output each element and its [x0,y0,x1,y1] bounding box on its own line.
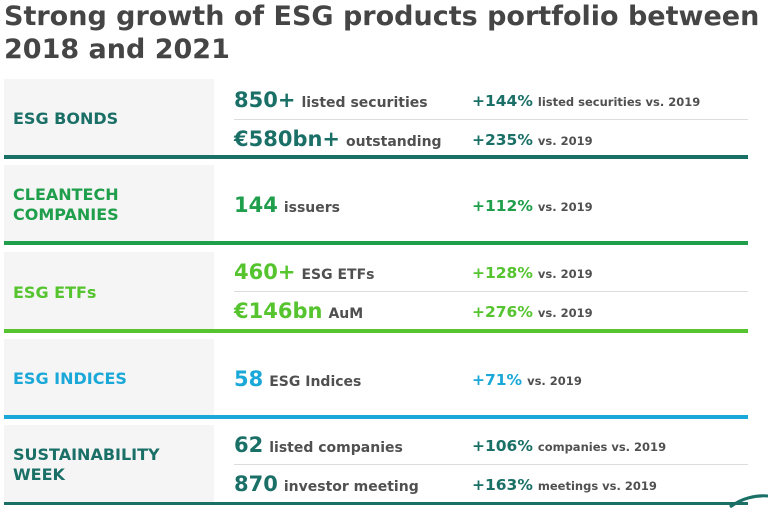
metric-unit: AuM [328,306,364,322]
metric-row: 460+ ESG ETFs +128% vs. 2019 [234,253,748,292]
metric-row: 62 listed companies +106% companies vs. 20… [234,426,748,465]
section-label-line-1: CLEANTECH [13,185,119,204]
section-divider [4,329,748,333]
section-esg-etfs: ESG ETFs 460+ ESG ETFs +128% vs. 2019 €146… [4,252,748,333]
section-esg-bonds: ESG BONDS 850+ listed securities +144% lis… [4,79,748,159]
section-label-line-1: SUSTAINABILITY [13,445,160,464]
section-label-line-1: ESG INDICES [13,369,127,388]
metric-unit: ESG ETFs [301,267,375,283]
growth-percent: +106% [472,436,533,455]
page-title-line-2: 2018 and 2021 [4,34,230,65]
metric-row: €146bn AuM +276% vs. 2019 [234,292,748,330]
growth-note: vs. 2019 [537,133,593,148]
growth-percent: +163% [472,475,533,494]
growth-percent: +276% [472,302,533,321]
growth-note: meetings vs. 2019 [537,478,657,493]
growth-percent: +235% [472,130,533,149]
decorative-swoosh-icon [729,494,768,508]
section-label: ESG INDICES [4,339,214,419]
metric-value: 870 [234,472,278,496]
growth-percent: +112% [472,196,533,215]
growth-percent: +144% [472,91,533,110]
section-label-line-1: ESG BONDS [13,109,119,128]
section-label: ESG BONDS [4,79,214,159]
section-label: SUSTAINABILITY WEEK [4,425,214,505]
section-esg-indices: ESG INDICES 58 ESG Indices +71% vs. 2019 [4,339,748,419]
growth-note: vs. 2019 [537,305,593,320]
metric-row: €580bn+ outstanding +235% vs. 2019 [234,120,748,158]
section-sustainability-week: SUSTAINABILITY WEEK 62 listed companies +… [4,425,748,505]
growth-percent: +128% [472,263,533,282]
growth-note: vs. 2019 [537,266,593,281]
metric-value: 144 [234,193,278,217]
metric-value: €146bn [234,299,323,323]
metric-unit: ESG Indices [269,374,362,390]
metric-value: 850+ [234,88,296,112]
section-label: CLEANTECH COMPANIES [4,165,214,245]
page-title-line-1: Strong growth of ESG products portfolio … [4,1,760,32]
metric-row: 58 ESG Indices +71% vs. 2019 [234,360,748,398]
metric-value: 62 [234,433,264,457]
growth-percent: +71% [472,370,523,389]
growth-note: listed securities vs. 2019 [537,94,701,109]
section-divider [4,415,748,419]
page-title: Strong growth of ESG products portfolio … [4,0,764,66]
section-label: ESG ETFs [4,252,214,333]
metric-unit: outstanding [346,134,442,150]
metric-row: 870 investor meeting +163% meetings vs. 20… [234,465,748,503]
metric-row: 850+ listed securities +144% listed securi… [234,81,748,120]
section-cleantech-companies: CLEANTECH COMPANIES 144 issuers +112% vs. … [4,165,748,245]
growth-note: companies vs. 2019 [537,439,667,454]
metric-value: 460+ [234,260,296,284]
section-divider [4,155,748,159]
section-label-line-2: COMPANIES [13,205,119,224]
section-divider [4,241,748,245]
metric-unit: issuers [283,200,341,216]
metric-row: 144 issuers +112% vs. 2019 [234,186,748,224]
section-label-line-1: ESG ETFs [13,282,97,302]
metric-unit: investor meeting [283,479,419,495]
growth-note: vs. 2019 [537,199,593,214]
metric-value: €580bn+ [234,127,341,151]
metric-unit: listed companies [269,440,403,456]
metric-value: 58 [234,367,264,391]
growth-note: vs. 2019 [527,373,582,388]
section-label-line-2: WEEK [13,465,65,484]
metric-unit: listed securities [301,95,428,111]
section-divider [4,502,748,505]
